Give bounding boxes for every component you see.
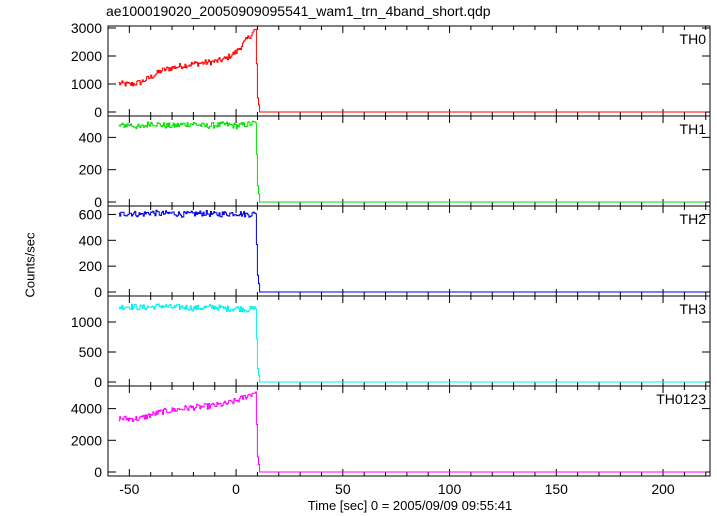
y-tick-label: 3000 [71, 20, 102, 36]
y-tick-label: 600 [79, 206, 103, 222]
y-tick-label: 0 [94, 104, 102, 120]
y-tick-label: 2000 [71, 432, 102, 448]
x-tick-label: 50 [335, 481, 351, 497]
x-tick-label: 0 [232, 481, 240, 497]
y-tick-label: 0 [94, 194, 102, 210]
panel-frame [107, 385, 711, 477]
y-tick-label: 4000 [71, 401, 102, 417]
panel-label: TH0 [680, 31, 707, 47]
panel-frame [107, 205, 711, 297]
chart-title: ae100019020_20050909095541_wam1_trn_4ban… [106, 3, 491, 19]
y-tick-label: 2000 [71, 48, 102, 64]
y-tick-label: 0 [94, 374, 102, 390]
x-tick-label: 150 [545, 481, 569, 497]
x-tick-label: -50 [119, 481, 139, 497]
series-line-th2 [118, 209, 706, 293]
series-line-th0 [118, 28, 706, 113]
x-tick-label: 200 [651, 481, 675, 497]
panel-frame [107, 115, 711, 207]
panel-label: TH3 [680, 301, 707, 317]
panel-frame [107, 295, 711, 387]
y-tick-label: 200 [79, 258, 103, 274]
y-tick-label: 200 [79, 162, 103, 178]
panel-label: TH0123 [656, 391, 706, 407]
series-line-th0123 [118, 391, 706, 473]
y-tick-label: 400 [79, 129, 103, 145]
x-axis-label: Time [sec] 0 = 2005/09/09 09:55:41 [307, 498, 513, 513]
y-tick-label: 0 [94, 284, 102, 300]
panel-frame [107, 25, 711, 117]
y-tick-label: 400 [79, 232, 103, 248]
y-tick-label: 0 [94, 464, 102, 480]
panel-label: TH2 [680, 211, 707, 227]
y-tick-label: 500 [79, 344, 103, 360]
panel-label: TH1 [680, 121, 707, 137]
x-tick-label: 100 [438, 481, 462, 497]
series-line-th1 [118, 120, 706, 203]
y-tick-label: 1000 [71, 76, 102, 92]
y-tick-label: 1000 [71, 314, 102, 330]
series-line-th3 [118, 303, 706, 383]
